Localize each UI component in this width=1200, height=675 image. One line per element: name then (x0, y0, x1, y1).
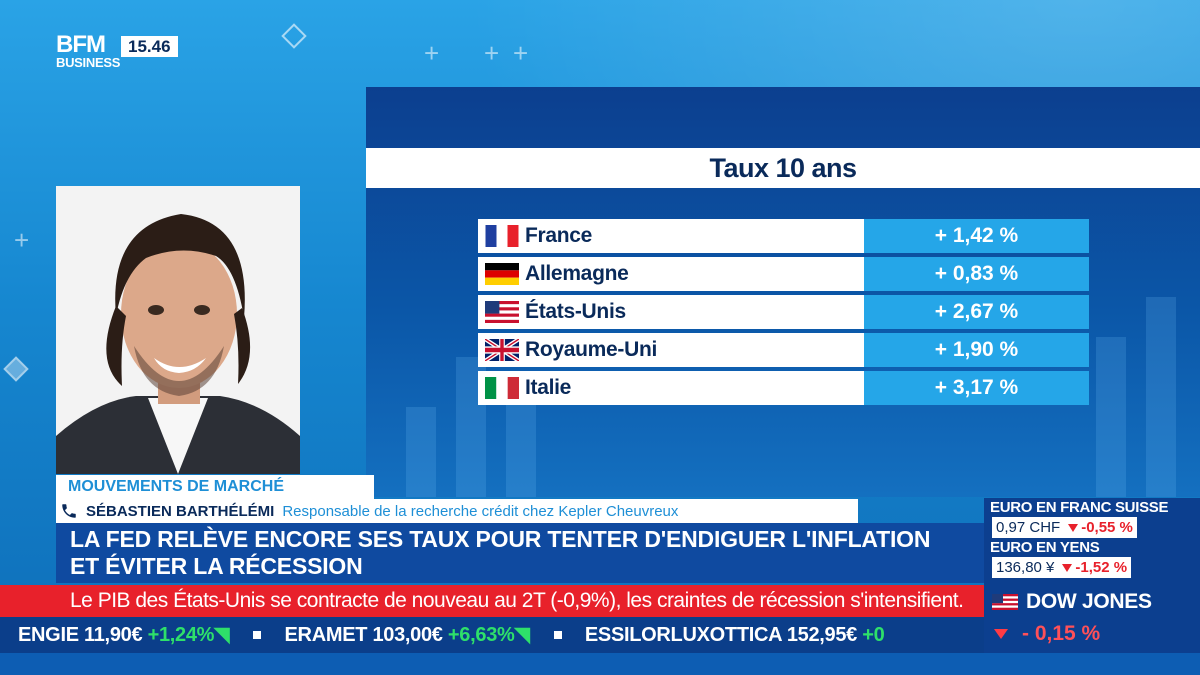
segment-category: MOUVEMENTS DE MARCHÉ (56, 475, 374, 499)
logo-bfm: BFM (56, 31, 106, 58)
plus-decoration-icon: + (513, 38, 529, 68)
headline-line-2: ET ÉVITER LA RÉCESSION (70, 553, 363, 579)
rates-table: France + 1,42 % Allemagne + 0,83 % États… (478, 219, 1089, 409)
currency-label: EURO EN YENS (990, 539, 1100, 556)
headline: LA FED RELÈVE ENCORE SES TAUX POUR TENTE… (56, 523, 984, 583)
rate-row: États-Unis + 2,67 % (478, 295, 1089, 329)
index-label: DOW JONES (1026, 590, 1152, 613)
headline-line-1: LA FED RELÈVE ENCORE SES TAUX POUR TENTE… (70, 526, 931, 552)
ticker-item: ESSILORLUXOTTICA 152,95€ +0 (584, 624, 885, 646)
rate-value: + 1,90 % (862, 333, 1089, 367)
flag-usa-icon (992, 594, 1018, 610)
currency-box: EURO EN FRANC SUISSE 0,97 CHF -0,55 % EU… (984, 498, 1200, 584)
down-arrow-icon (1062, 564, 1073, 572)
plus-decoration-icon: + (484, 38, 500, 68)
up-arrow-icon: ◥ (514, 624, 530, 646)
rate-value: + 1,42 % (862, 219, 1089, 253)
rate-row: Royaume-Uni + 1,90 % (478, 333, 1089, 367)
guest-role: Responsable de la recherche crédit chez … (282, 502, 679, 520)
flag-germany-icon (485, 263, 519, 285)
dow-jones-box: DOW JONES - 0,15 % (984, 584, 1200, 653)
clock: 15.46 (121, 36, 178, 57)
plus-decoration-icon: + (424, 38, 440, 68)
up-arrow-icon: ◥ (214, 624, 230, 646)
ticker-item: ENGIE 11,90€ +1,24%◥ (18, 624, 230, 646)
rate-row: Italie + 3,17 % (478, 371, 1089, 405)
rate-row: France + 1,42 % (478, 219, 1089, 253)
plus-decoration-icon: + (14, 225, 30, 255)
graphic-title: Taux 10 ans (366, 148, 1200, 188)
down-arrow-icon (994, 629, 1008, 639)
bottom-strip (0, 653, 1200, 675)
down-arrow-icon (1068, 524, 1079, 532)
country-label: États-Unis (525, 300, 626, 323)
rate-row: Allemagne + 0,83 % (478, 257, 1089, 291)
currency-change: -1,52 % (1075, 559, 1128, 576)
flag-usa-icon (485, 301, 519, 323)
currency-value: 136,80 ¥ (992, 557, 1059, 578)
breaking-news-crawl: Le PIB des États-Unis se contracte de no… (0, 585, 984, 617)
guest-caption: SÉBASTIEN BARTHÉLÉMI Responsable de la r… (56, 499, 858, 523)
channel-logo: BFM BUSINESS (56, 31, 121, 70)
guest-photo (56, 186, 300, 474)
currency-value: 0,97 CHF (992, 517, 1065, 538)
logo-business: BUSINESS (56, 55, 121, 70)
stock-ticker: ENGIE 11,90€ +1,24%◥ ERAMET 103,00€ +6,6… (0, 617, 984, 653)
rate-value: + 0,83 % (862, 257, 1089, 291)
country-label: Royaume-Uni (525, 338, 658, 361)
rate-value: + 3,17 % (862, 371, 1089, 405)
guest-portrait-image (56, 186, 300, 474)
phone-icon (56, 499, 82, 523)
flag-italy-icon (485, 377, 519, 399)
ticker-item: ERAMET 103,00€ +6,63%◥ (284, 624, 530, 646)
rate-value: + 2,67 % (862, 295, 1089, 329)
index-change: - 0,15 % (1022, 622, 1101, 645)
country-label: Italie (525, 376, 572, 399)
currency-label: EURO EN FRANC SUISSE (990, 499, 1169, 516)
guest-name: SÉBASTIEN BARTHÉLÉMI (86, 502, 275, 520)
ticker-separator (253, 630, 262, 639)
flag-uk-icon (485, 339, 519, 361)
currency-change: -0,55 % (1081, 519, 1133, 536)
country-label: France (525, 224, 593, 247)
ticker-separator (553, 630, 562, 639)
country-label: Allemagne (525, 262, 629, 285)
flag-france-icon (485, 225, 519, 247)
